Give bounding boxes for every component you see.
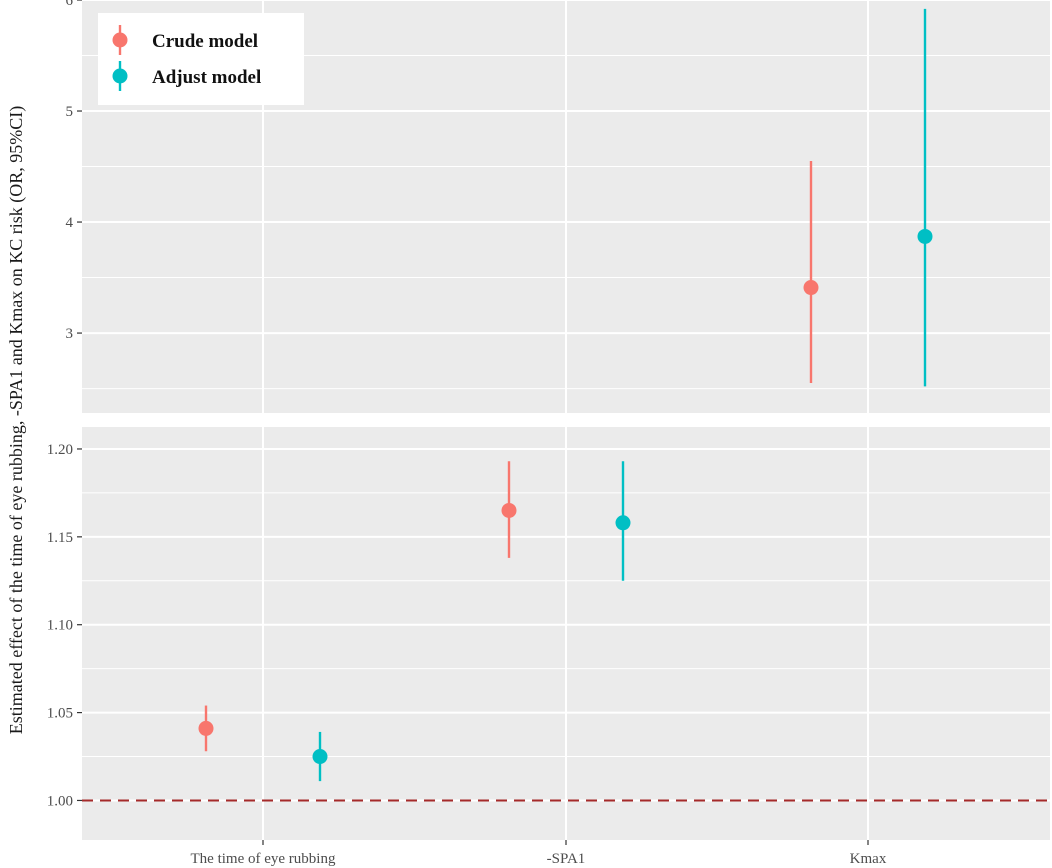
legend-item-crude-model: Crude model [112, 25, 258, 55]
x-tick-label: Kmax [850, 851, 887, 867]
legend-label: Crude model [152, 31, 258, 52]
point-estimate [803, 280, 819, 296]
y-tick-label: 1.05 [47, 706, 73, 722]
point-estimate [312, 749, 328, 765]
legend: Crude model Adjust model [98, 13, 304, 105]
legend-item-adjust-model: Adjust model [112, 61, 261, 91]
y-tick-label: 4 [66, 215, 74, 231]
point-estimate [615, 515, 631, 531]
axes: 3 4 5 6 1.00 1.05 1.10 1.15 1.20 The time of eye … [47, 0, 887, 867]
point-estimate [501, 502, 517, 518]
legend-key-point [112, 32, 128, 48]
y-tick-label: 1.10 [47, 618, 73, 634]
y-tick-label: 1.20 [47, 442, 73, 458]
point-estimate [198, 720, 214, 736]
x-tick-label: -SPA1 [547, 851, 586, 867]
legend-box [98, 13, 304, 105]
y-tick-label: 5 [66, 104, 74, 120]
point-estimate [917, 228, 933, 244]
legend-key-point [112, 68, 128, 84]
y-tick-label: 1.00 [47, 793, 73, 809]
y-tick-label: 3 [66, 326, 74, 342]
y-axis-label: Estimated effect of the time of eye rubb… [6, 106, 27, 734]
y-tick-label: 6 [66, 0, 74, 9]
data-marks [198, 8, 933, 782]
y-tick-label: 1.15 [47, 530, 73, 546]
legend-label: Adjust model [152, 67, 261, 88]
x-tick-label: The time of eye rubbing [191, 851, 336, 867]
